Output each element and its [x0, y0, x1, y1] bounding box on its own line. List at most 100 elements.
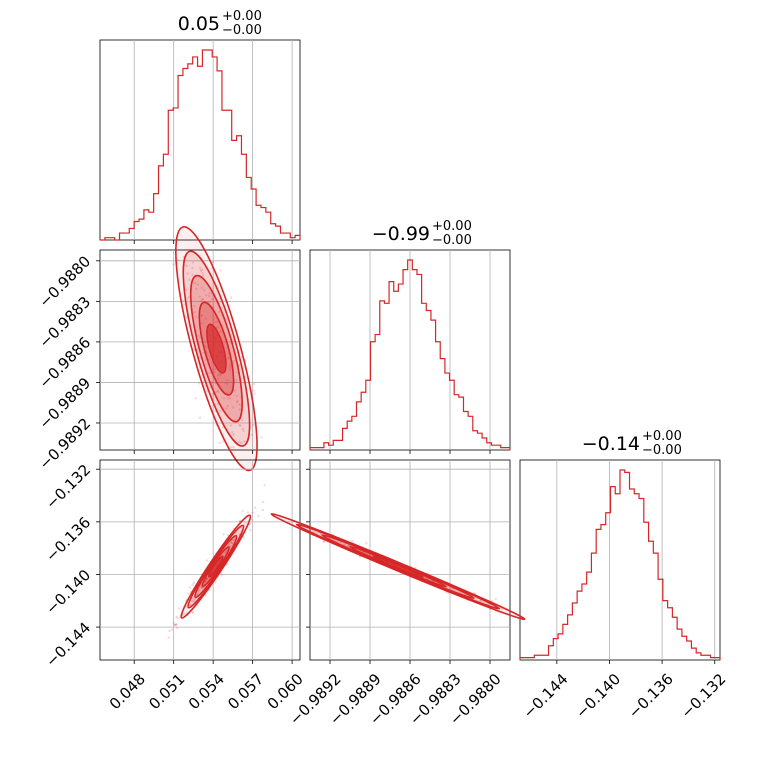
histogram-bin	[482, 438, 487, 450]
panel-p0-p1-contours	[175, 226, 258, 472]
histogram-bin	[178, 75, 183, 240]
histogram-bin	[639, 499, 644, 661]
sample-point	[175, 626, 179, 630]
sample-point	[211, 297, 214, 301]
panel-p2-hist-vgrid	[556, 460, 716, 664]
histogram-bin	[549, 646, 554, 660]
histogram-bin	[468, 416, 473, 450]
sample-point	[205, 294, 208, 297]
histogram-bin	[398, 284, 403, 450]
x-tick-label: −0.132	[678, 670, 730, 722]
sample-point	[198, 266, 202, 270]
sample-point	[224, 382, 227, 385]
sample-point	[254, 506, 257, 509]
x-tick-label: −0.136	[625, 670, 677, 722]
histogram-bin	[343, 428, 348, 450]
sample-point	[194, 397, 197, 400]
sample-point	[365, 542, 368, 545]
sample-point	[199, 269, 203, 272]
contour-core	[208, 555, 224, 578]
sample-point	[219, 373, 222, 377]
sample-point	[201, 272, 204, 275]
sample-point	[232, 433, 235, 436]
histogram-bin	[271, 224, 276, 240]
sample-point	[198, 382, 201, 385]
x-tick-label: 0.054	[185, 670, 228, 713]
sample-point	[195, 287, 198, 291]
sample-point	[217, 310, 221, 314]
sample-point	[239, 424, 242, 427]
sample-point	[230, 541, 233, 544]
histogram-bin	[473, 431, 478, 450]
sample-point	[173, 623, 176, 627]
histogram-bin	[361, 392, 366, 450]
sample-point	[191, 261, 195, 264]
sample-point	[236, 399, 239, 403]
histogram-bin	[384, 303, 389, 450]
sample-point	[217, 374, 220, 377]
sample-point	[241, 418, 244, 422]
histogram-bin	[644, 522, 649, 660]
histogram-bin	[412, 270, 417, 450]
sample-point	[191, 273, 194, 277]
sample-point	[226, 534, 230, 537]
histogram-bin	[338, 440, 343, 450]
sample-point	[200, 586, 203, 589]
panel-p1-hist-histogram-line	[309, 259, 511, 450]
sample-point	[224, 550, 228, 553]
histogram-bin	[129, 228, 134, 240]
sample-point	[217, 377, 220, 381]
sample-point	[185, 264, 188, 267]
histogram-bin	[672, 617, 677, 660]
panel-p0-p1-frame	[99, 249, 301, 451]
sample-point	[214, 390, 218, 394]
sample-point	[213, 321, 217, 324]
histogram-bin	[394, 291, 399, 450]
sample-point	[208, 295, 211, 298]
histogram-bin	[202, 50, 207, 240]
title-median: −0.14	[582, 433, 640, 455]
sample-point	[228, 397, 232, 400]
sample-point	[241, 509, 244, 513]
sample-point	[177, 258, 180, 262]
y-tick-label: −0.144	[42, 619, 94, 671]
histogram-bin	[227, 110, 232, 240]
histogram-bin	[649, 541, 654, 660]
histogram-bin	[454, 395, 459, 450]
sample-point	[187, 278, 191, 281]
sample-point	[218, 441, 222, 445]
panel-p2-hist-bars	[520, 470, 720, 660]
sample-point	[230, 542, 233, 545]
title-plus: +0.00	[642, 429, 682, 444]
sample-point	[201, 297, 204, 301]
sample-point	[172, 263, 175, 266]
sample-point	[195, 315, 198, 319]
title-minus: −0.00	[642, 443, 682, 458]
histogram-bin	[403, 270, 408, 450]
sample-point	[235, 378, 238, 382]
histogram-bin	[487, 443, 492, 450]
sample-point	[222, 533, 225, 536]
sample-point	[246, 511, 250, 514]
sample-point	[216, 389, 219, 392]
histogram-bin	[615, 494, 620, 660]
sample-point	[199, 299, 203, 303]
histogram-bin	[539, 655, 544, 660]
sample-point	[261, 500, 264, 504]
histogram-bin	[149, 212, 154, 240]
sample-point	[200, 314, 203, 318]
sample-point	[215, 320, 219, 323]
title-minus: −0.00	[432, 233, 472, 248]
sample-point	[197, 334, 200, 337]
sample-point	[238, 423, 241, 427]
sample-point	[185, 316, 188, 319]
title-minus: −0.00	[222, 23, 262, 38]
sample-point	[219, 330, 222, 334]
histogram-bin	[459, 397, 464, 450]
histogram-bin	[544, 655, 549, 660]
histogram-bin	[168, 110, 173, 240]
histogram-bin	[463, 412, 468, 450]
histogram-bin	[534, 655, 539, 660]
sample-point	[219, 269, 222, 272]
sample-point	[178, 607, 181, 610]
